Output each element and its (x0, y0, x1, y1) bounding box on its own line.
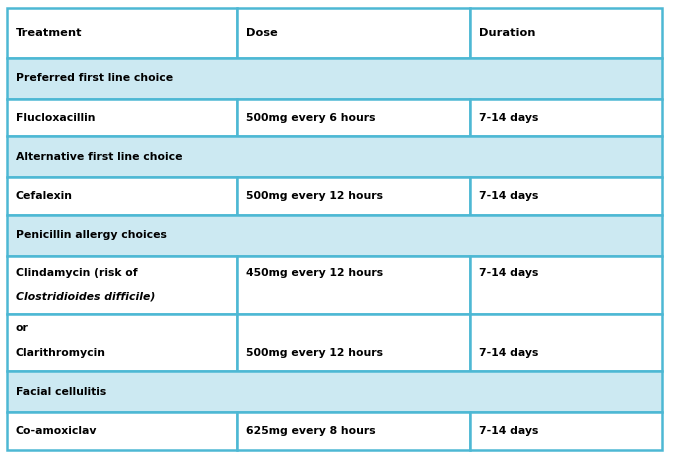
Bar (237, 8, 470, 58)
Text: 7-14 days: 7-14 days (479, 191, 538, 201)
Text: Alternative first line choice: Alternative first line choice (16, 152, 182, 162)
Text: 500mg every 12 hours: 500mg every 12 hours (246, 191, 383, 201)
Text: Facial cellulitis: Facial cellulitis (16, 387, 106, 397)
Text: Penicillin allergy choices: Penicillin allergy choices (16, 230, 166, 240)
Text: 7-14 days: 7-14 days (479, 268, 538, 278)
Text: Clostridioides difficile): Clostridioides difficile) (16, 291, 155, 301)
Bar (237, 99, 470, 136)
Bar (237, 314, 470, 371)
Text: Duration: Duration (479, 28, 535, 38)
Bar (470, 177, 662, 215)
Text: 450mg every 12 hours: 450mg every 12 hours (246, 268, 384, 278)
Bar (470, 99, 662, 136)
Bar (470, 256, 662, 314)
Text: Clindamycin (risk of: Clindamycin (risk of (16, 268, 137, 278)
Text: or: or (16, 323, 28, 333)
Bar (7, 314, 237, 371)
Bar (7, 215, 662, 256)
Text: Co-amoxiclav: Co-amoxiclav (16, 426, 97, 436)
Bar (237, 256, 470, 314)
Text: 625mg every 8 hours: 625mg every 8 hours (246, 426, 375, 436)
Text: 500mg every 12 hours: 500mg every 12 hours (246, 348, 383, 358)
Bar (7, 8, 237, 58)
Text: 7-14 days: 7-14 days (479, 113, 538, 123)
Bar (7, 58, 662, 99)
Bar (237, 412, 470, 450)
Text: 7-14 days: 7-14 days (479, 426, 538, 436)
Bar (7, 371, 662, 412)
Bar (470, 314, 662, 371)
Bar (7, 177, 237, 215)
Bar (7, 256, 237, 314)
Bar (470, 8, 662, 58)
Bar (7, 99, 237, 136)
Bar (7, 412, 237, 450)
Text: Dose: Dose (246, 28, 278, 38)
Bar (470, 412, 662, 450)
Text: 7-14 days: 7-14 days (479, 348, 538, 358)
Text: Treatment: Treatment (16, 28, 82, 38)
Text: Cefalexin: Cefalexin (16, 191, 73, 201)
Bar (7, 136, 662, 177)
Text: Preferred first line choice: Preferred first line choice (16, 73, 173, 83)
Text: Flucloxacillin: Flucloxacillin (16, 113, 95, 123)
Text: 500mg every 6 hours: 500mg every 6 hours (246, 113, 375, 123)
Text: Clarithromycin: Clarithromycin (16, 348, 106, 358)
Bar (237, 177, 470, 215)
